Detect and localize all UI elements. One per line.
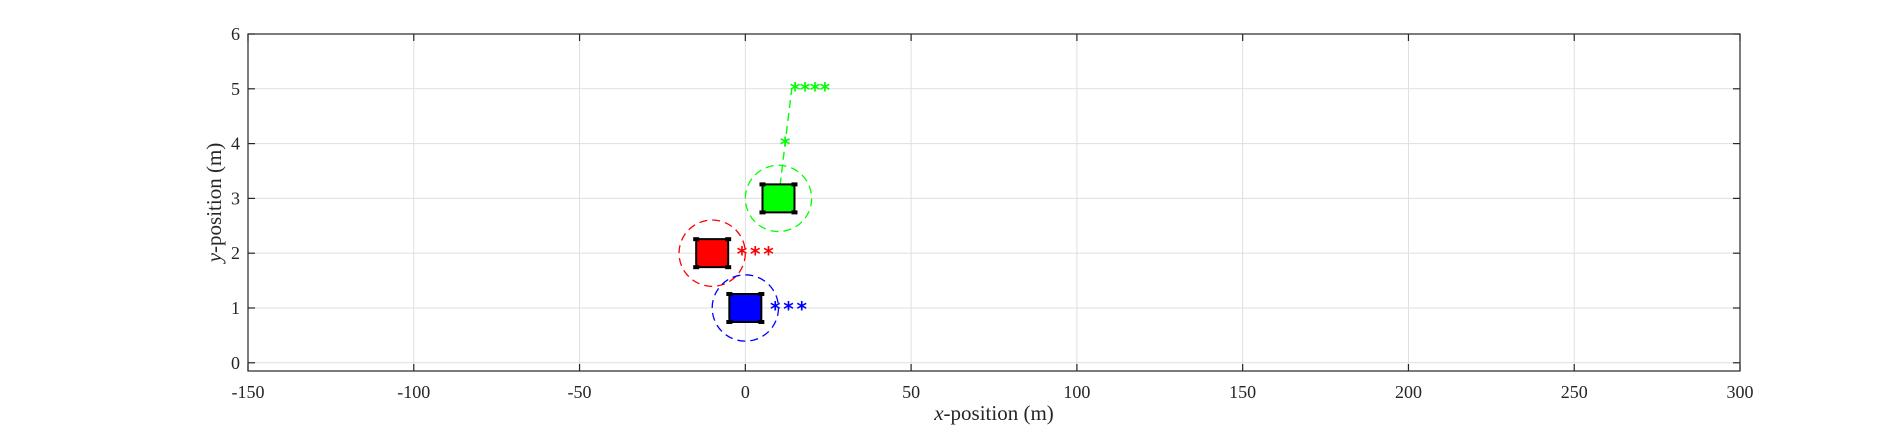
x-axis-label-var: x bbox=[933, 401, 944, 425]
x-tick-label: 50 bbox=[902, 382, 920, 402]
y-tick-label: 3 bbox=[231, 188, 240, 208]
robot-wheel bbox=[758, 319, 765, 324]
robot-wheel bbox=[791, 182, 798, 187]
ticks: -150 -100 -50 0 50 100 150 200 250 300 0 1 2 3 4 5 6 bbox=[231, 24, 1754, 402]
y-tick-label: 2 bbox=[231, 243, 240, 263]
robot-wheel bbox=[759, 182, 766, 187]
robot-wheel bbox=[725, 265, 732, 270]
waypoint-marker: * bbox=[800, 78, 811, 102]
y-tick-label: 1 bbox=[231, 298, 240, 318]
robot-path-line bbox=[777, 88, 793, 199]
robot-body bbox=[695, 238, 730, 269]
x-tick-label: 200 bbox=[1395, 382, 1422, 402]
robot-3: * * * bbox=[711, 274, 807, 342]
x-tick-label: 0 bbox=[741, 382, 750, 402]
waypoint-marker: * bbox=[763, 242, 774, 266]
y-tick-label: 5 bbox=[231, 79, 240, 99]
plot-area-border bbox=[247, 33, 1741, 372]
waypoint-marker: * bbox=[780, 133, 791, 157]
robot-2: * * * bbox=[678, 219, 774, 287]
plot-marks: ** * * ** * ** * * bbox=[678, 78, 831, 342]
x-tick-label: -100 bbox=[397, 382, 430, 402]
robot-wheel bbox=[693, 265, 700, 270]
robot-body bbox=[761, 183, 796, 214]
grid bbox=[247, 33, 1741, 371]
y-axis-label-rest: -position (m) bbox=[202, 143, 226, 253]
waypoint-marker: * bbox=[790, 78, 801, 102]
robot-wheel bbox=[693, 237, 700, 242]
x-axis-label: x-position (m) bbox=[933, 401, 1054, 425]
x-tick-label: 100 bbox=[1063, 382, 1090, 402]
x-tick-label: -50 bbox=[568, 382, 592, 402]
waypoint-marker: * bbox=[820, 78, 831, 102]
y-axis-label: y-position (m) bbox=[202, 143, 226, 265]
robot-wheel bbox=[725, 237, 732, 242]
robot-wheel bbox=[791, 210, 798, 215]
waypoint-marker: * bbox=[783, 297, 794, 321]
waypoint-marker: * bbox=[737, 242, 748, 266]
y-tick-label: 0 bbox=[231, 353, 240, 373]
robot-wheel bbox=[726, 291, 733, 296]
robot-body bbox=[728, 292, 763, 323]
waypoint-marker: * bbox=[810, 78, 821, 102]
x-tick-label: 150 bbox=[1229, 382, 1256, 402]
waypoint-marker: * bbox=[770, 297, 781, 321]
y-tick-label: 6 bbox=[231, 24, 240, 44]
robot-1: ** * * * bbox=[744, 78, 831, 233]
waypoint-marker: * bbox=[750, 242, 761, 266]
waypoint-marker: * bbox=[796, 297, 807, 321]
robot-wheel bbox=[758, 291, 765, 296]
robot-safety-circle bbox=[711, 274, 780, 342]
x-tick-label: 300 bbox=[1727, 382, 1754, 402]
y-tick-label: 4 bbox=[231, 134, 240, 154]
robot-wheel bbox=[726, 319, 733, 324]
x-tick-label: 250 bbox=[1561, 382, 1588, 402]
robot-wheel bbox=[759, 210, 766, 215]
x-tick-label: -150 bbox=[232, 382, 265, 402]
y-axis-label-var: y bbox=[202, 252, 226, 264]
x-axis-label-rest: -position (m) bbox=[944, 401, 1054, 425]
